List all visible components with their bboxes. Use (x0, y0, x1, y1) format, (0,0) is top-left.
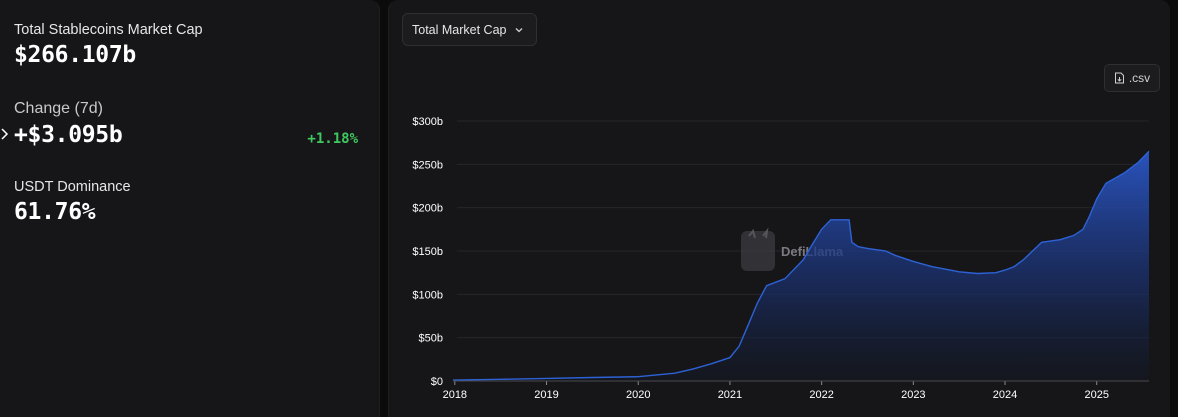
x-tick-label: 2021 (718, 389, 742, 401)
metric-select-label: Total Market Cap (412, 22, 507, 37)
x-tick-label: 2022 (809, 389, 833, 401)
y-tick-label: $100b (412, 289, 443, 301)
market-cap-label: Total Stablecoins Market Cap (14, 22, 203, 38)
x-tick-label: 2019 (534, 389, 558, 401)
dominance-value: 61.76% (14, 199, 96, 225)
change-label: Change (7d) (14, 100, 103, 117)
y-tick-label: $200b (412, 203, 443, 215)
dominance-label: USDT Dominance (14, 179, 131, 195)
market-cap-area (453, 151, 1149, 381)
llama-logo-icon (741, 231, 775, 271)
market-cap-value: $266.107b (14, 42, 136, 68)
y-tick-label: $0 (431, 376, 443, 388)
csv-label: .csv (1128, 71, 1151, 85)
market-cap-chart: DefiLlama $0$50b$100b$150b$200b$250b$300… (412, 116, 1150, 401)
market-cap-line (452, 150, 1150, 381)
file-download-icon (1114, 72, 1124, 84)
x-tick-label: 2018 (443, 389, 467, 401)
x-tick-label: 2024 (993, 389, 1017, 401)
change-stat: Change (7d) +$3.095b (14, 100, 123, 148)
y-tick-label: $150b (412, 246, 443, 258)
market-cap-stat: Total Stablecoins Market Cap $266.107b (14, 22, 203, 68)
x-tick-label: 2025 (1084, 389, 1108, 401)
x-tick-label: 2023 (901, 389, 925, 401)
chevron-down-icon (516, 27, 523, 32)
y-tick-label: $300b (412, 116, 443, 128)
metric-select[interactable]: Total Market Cap (402, 13, 538, 46)
chart-panel: DefiLlama $0$50b$100b$150b$200b$250b$300… (388, 0, 1170, 417)
change-value: +$3.095b (14, 122, 123, 148)
chevron-right-icon[interactable] (0, 127, 10, 141)
y-tick-label: $50b (419, 333, 443, 345)
download-csv-button[interactable]: .csv (1104, 64, 1160, 92)
x-tick-label: 2020 (626, 389, 650, 401)
dominance-stat: USDT Dominance 61.76% (14, 179, 131, 225)
change-pct-badge: +1.18% (307, 131, 358, 147)
stats-panel: Total Stablecoins Market Cap $266.107b C… (0, 0, 380, 417)
y-tick-label: $250b (412, 159, 443, 171)
